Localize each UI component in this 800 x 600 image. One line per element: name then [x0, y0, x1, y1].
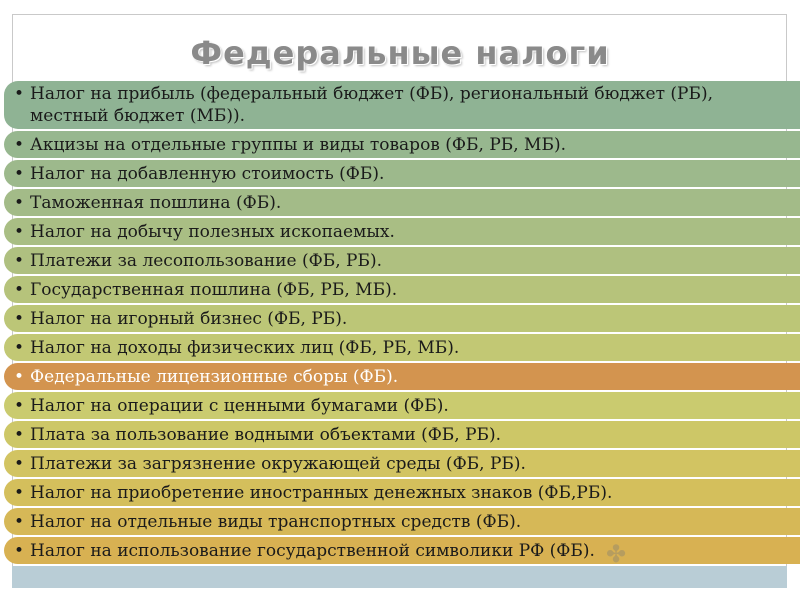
tax-list-item-text: Государственная пошлина (ФБ, РБ, МБ). — [30, 279, 398, 300]
tax-list-item-text: Платежи за загрязнение окружающей среды … — [30, 453, 526, 474]
tax-list-item: • Федеральные лицензионные сборы (ФБ). — [4, 363, 800, 390]
tax-list-item-text: Плата за пользование водными объектами (… — [30, 424, 502, 445]
bullet-icon: • — [14, 453, 25, 474]
bullet-icon: • — [14, 511, 25, 532]
tax-list-item-text: Налог на добычу полезных ископаемых. — [30, 221, 395, 242]
watermark-icon: ✤ — [606, 540, 627, 568]
tax-list-item: • Налог на прибыль (федеральный бюджет (Ф… — [4, 81, 800, 129]
tax-list: • Налог на прибыль (федеральный бюджет (Ф… — [0, 81, 800, 566]
bullet-icon: • — [14, 250, 25, 271]
bullet-icon: • — [14, 482, 25, 503]
tax-list-item: • Налог на доходы физических лиц (ФБ, РБ,… — [4, 334, 800, 361]
tax-list-item: • Налог на операции с ценными бумагами (Ф… — [4, 392, 800, 419]
tax-list-item-text: Налог на приобретение иностранных денежн… — [30, 482, 613, 503]
tax-list-item-text: Налог на игорный бизнес (ФБ, РБ). — [30, 308, 348, 329]
bullet-icon: • — [14, 84, 25, 104]
tax-list-item: • Налог на использование государственной … — [4, 537, 800, 564]
tax-list-item-text: Акцизы на отдельные группы и виды товаро… — [30, 134, 566, 155]
bullet-icon: • — [14, 308, 25, 329]
bullet-icon: • — [14, 395, 25, 416]
tax-list-item: • Государственная пошлина (ФБ, РБ, МБ). — [4, 276, 800, 303]
tax-list-item-text: Федеральные лицензионные сборы (ФБ). — [30, 366, 399, 387]
bottom-band — [12, 566, 787, 588]
tax-list-item-text: Налог на прибыль (федеральный бюджет (ФБ… — [30, 84, 713, 126]
tax-list-item: • Налог на приобретение иностранных денеж… — [4, 479, 800, 506]
tax-list-item-text: Налог на доходы физических лиц (ФБ, РБ, … — [30, 337, 460, 358]
tax-list-item: • Налог на добычу полезных ископаемых. — [4, 218, 800, 245]
tax-list-item-text: Налог на добавленную стоимость (ФБ). — [30, 163, 385, 184]
bullet-icon: • — [14, 221, 25, 242]
tax-list-item: • Налог на игорный бизнес (ФБ, РБ). — [4, 305, 800, 332]
tax-list-item: • Таможенная пошлина (ФБ). — [4, 189, 800, 216]
tax-list-item: • Налог на отдельные виды транспортных ср… — [4, 508, 800, 535]
bullet-icon: • — [14, 163, 25, 184]
bullet-icon: • — [14, 134, 25, 155]
bullet-icon: • — [14, 366, 25, 387]
tax-list-item: • Платежи за лесопользование (ФБ, РБ). — [4, 247, 800, 274]
bullet-icon: • — [14, 279, 25, 300]
tax-list-item-text: Налог на отдельные виды транспортных сре… — [30, 511, 522, 532]
tax-list-item: • Платежи за загрязнение окружающей среды… — [4, 450, 800, 477]
tax-list-item-text: Налог на операции с ценными бумагами (ФБ… — [30, 395, 449, 416]
bullet-icon: • — [14, 540, 25, 561]
tax-list-item: • Налог на добавленную стоимость (ФБ). — [4, 160, 800, 187]
bullet-icon: • — [14, 424, 25, 445]
tax-list-item-text: Платежи за лесопользование (ФБ, РБ). — [30, 250, 383, 271]
tax-list-item-text: Налог на использование государственной с… — [30, 540, 595, 561]
bullet-icon: • — [14, 192, 25, 213]
tax-list-item: • Плата за пользование водными объектами … — [4, 421, 800, 448]
bullet-icon: • — [14, 337, 25, 358]
tax-list-item: • Акцизы на отдельные группы и виды товар… — [4, 131, 800, 158]
slide-title: Федеральные налоги — [190, 34, 610, 72]
tax-list-item-text: Таможенная пошлина (ФБ). — [30, 192, 282, 213]
